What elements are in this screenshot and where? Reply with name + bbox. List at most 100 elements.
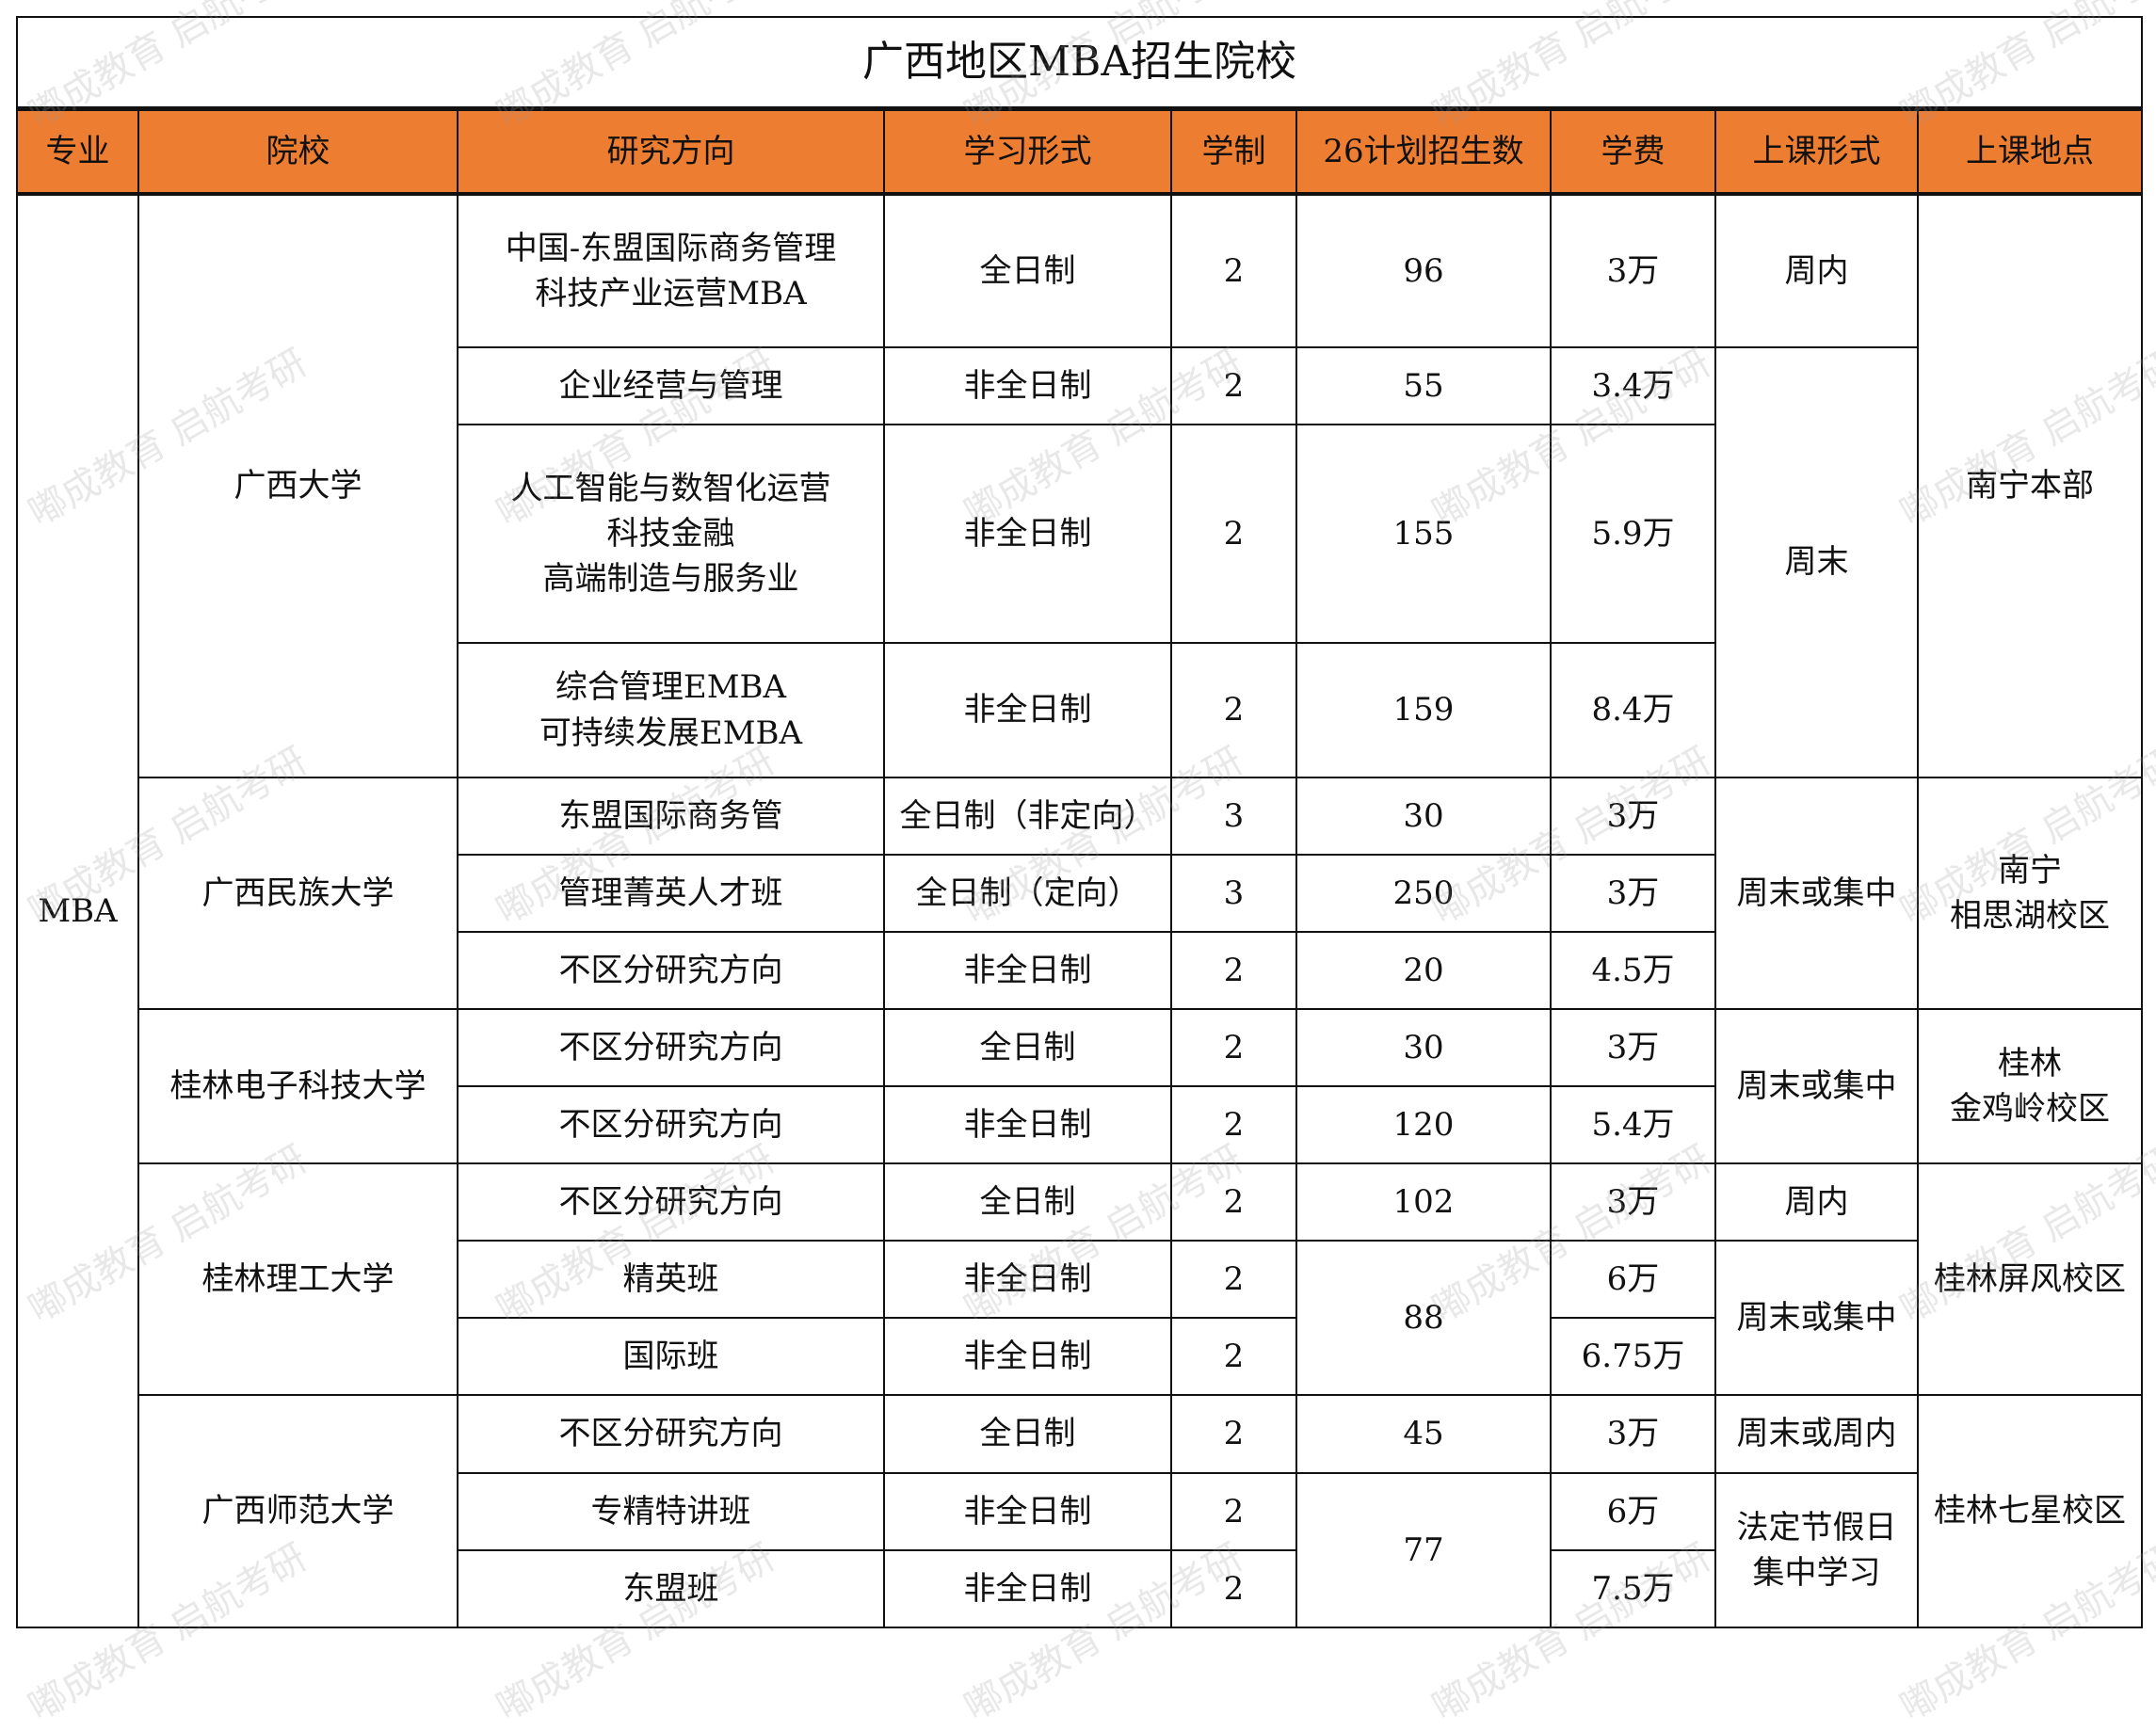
plan-cell: 102	[1295, 1162, 1552, 1242]
table-row: 专精特讲班 非全日制 2 77 6万 法定节假日 集中学习	[17, 1472, 2142, 1628]
plan-cell: 120	[1295, 1085, 1552, 1164]
class-format-cell: 周末或周内	[1714, 1394, 1919, 1474]
direction-cell: 不区分研究方向	[457, 1085, 885, 1164]
header-direction: 研究方向	[457, 107, 885, 196]
location-cell: 桂林七星校区	[1916, 1394, 2144, 1628]
class-format-cell: 周末或集中	[1714, 1240, 1919, 1396]
school-cell: 桂林理工大学	[137, 1162, 459, 1396]
plan-cell: 96	[1295, 193, 1552, 348]
direction-cell: 综合管理EMBA 可持续发展EMBA	[457, 642, 885, 778]
form-cell: 非全日制	[883, 1549, 1172, 1628]
class-format-cell: 周末	[1714, 346, 1919, 778]
form-cell: 非全日制	[883, 1317, 1172, 1396]
fee-cell: 3万	[1550, 854, 1716, 933]
fee-cell: 3万	[1550, 777, 1716, 856]
table-row: 管理菁英人才班 全日制（定向） 3 250 3万	[17, 854, 2142, 933]
plan-cell: 77	[1295, 1472, 1552, 1628]
years-cell: 2	[1170, 1549, 1297, 1628]
plan-cell: 55	[1295, 346, 1552, 425]
school-cell: 广西师范大学	[137, 1394, 459, 1628]
table-row: 不区分研究方向 非全日制 2 120 5.4万	[17, 1085, 2142, 1164]
fee-cell: 8.4万	[1550, 642, 1716, 778]
direction-cell: 人工智能与数智化运营 科技金融 高端制造与服务业	[457, 424, 885, 644]
table-row: 桂林电子科技大学 不区分研究方向 全日制 2 30 3万 周末或集中 桂林 金鸡…	[17, 1008, 2144, 1164]
direction-cell: 不区分研究方向	[457, 931, 885, 1010]
fee-cell: 5.4万	[1550, 1085, 1716, 1164]
form-cell: 非全日制	[883, 1085, 1172, 1164]
years-cell: 2	[1170, 1008, 1297, 1087]
plan-cell: 159	[1295, 642, 1552, 778]
fee-cell: 6.75万	[1550, 1317, 1716, 1396]
table-row: 人工智能与数智化运营 科技金融 高端制造与服务业 非全日制 2 155 5.9万	[17, 424, 2142, 644]
years-cell: 2	[1170, 193, 1297, 348]
years-cell: 2	[1170, 346, 1297, 425]
class-format-cell: 周内	[1714, 193, 1919, 348]
header-row: 专业 院校 研究方向 学习形式 学制 26计划招生数 学费 上课形式 上课地点	[16, 107, 2144, 196]
years-cell: 2	[1170, 1317, 1297, 1396]
table-title: 广西地区MBA招生院校	[15, 16, 2144, 111]
table-row: 企业经营与管理 非全日制 2 55 3.4万 周末	[17, 346, 2142, 778]
form-cell: 全日制	[883, 1008, 1172, 1087]
fee-cell: 7.5万	[1550, 1549, 1716, 1628]
header-location: 上课地点	[1916, 107, 2144, 196]
table-row: 桂林理工大学 不区分研究方向 全日制 2 102 3万 周内 桂林屏风校区	[17, 1162, 2144, 1396]
form-cell: 全日制	[883, 193, 1172, 348]
years-cell: 2	[1170, 1162, 1297, 1242]
years-cell: 2	[1170, 424, 1297, 644]
school-cell: 广西大学	[137, 193, 459, 778]
plan-cell: 30	[1295, 1008, 1552, 1087]
header-fee: 学费	[1550, 107, 1716, 196]
fee-cell: 3万	[1550, 1394, 1716, 1474]
plan-cell: 20	[1295, 931, 1552, 1010]
form-cell: 非全日制	[883, 424, 1172, 644]
years-cell: 2	[1170, 642, 1297, 778]
fee-cell: 3.4万	[1550, 346, 1716, 425]
class-format-cell: 周内	[1714, 1162, 1919, 1242]
location-cell: 桂林屏风校区	[1916, 1162, 2144, 1396]
form-cell: 非全日制	[883, 931, 1172, 1010]
form-cell: 非全日制	[883, 642, 1172, 778]
direction-cell: 企业经营与管理	[457, 346, 885, 425]
plan-cell: 250	[1295, 854, 1552, 933]
years-cell: 3	[1170, 777, 1297, 856]
direction-cell: 国际班	[457, 1317, 885, 1396]
direction-cell: 不区分研究方向	[457, 1394, 885, 1474]
fee-cell: 6万	[1550, 1240, 1716, 1319]
years-cell: 2	[1170, 1085, 1297, 1164]
table-row: 精英班 非全日制 2 88 6万 周末或集中	[17, 1240, 2142, 1396]
major-cell: MBA	[16, 193, 139, 1628]
table-row: 广西师范大学 不区分研究方向 全日制 2 45 3万 周末或周内 桂林七星校区	[17, 1394, 2144, 1628]
direction-cell: 精英班	[457, 1240, 885, 1319]
form-cell: 非全日制	[883, 346, 1172, 425]
location-cell: 桂林 金鸡岭校区	[1916, 1008, 2144, 1164]
form-cell: 非全日制	[883, 1240, 1172, 1319]
years-cell: 2	[1170, 1240, 1297, 1319]
direction-cell: 中国-东盟国际商务管理 科技产业运营MBA	[457, 193, 885, 348]
header-plan: 26计划招生数	[1295, 107, 1552, 196]
direction-cell: 不区分研究方向	[457, 1162, 885, 1242]
direction-cell: 不区分研究方向	[457, 1008, 885, 1087]
fee-cell: 4.5万	[1550, 931, 1716, 1010]
years-cell: 2	[1170, 931, 1297, 1010]
class-format-cell: 周末或集中	[1714, 777, 1919, 1010]
fee-cell: 6万	[1550, 1472, 1716, 1551]
fee-cell: 3万	[1550, 193, 1716, 348]
mba-schools-table: 广西地区MBA招生院校 专业 院校 研究方向 学习形式 学制 26计划招生数 学…	[15, 16, 2144, 1628]
form-cell: 全日制（定向）	[883, 854, 1172, 933]
header-class-format: 上课形式	[1714, 107, 1919, 196]
header-form: 学习形式	[883, 107, 1172, 196]
direction-cell: 专精特讲班	[457, 1472, 885, 1551]
fee-cell: 5.9万	[1550, 424, 1716, 644]
table-row: 广西民族大学 东盟国际商务管 全日制（非定向） 3 30 3万 周末或集中 南宁…	[17, 777, 2144, 1010]
class-format-cell: 法定节假日 集中学习	[1714, 1472, 1919, 1628]
form-cell: 全日制	[883, 1394, 1172, 1474]
years-cell: 2	[1170, 1472, 1297, 1551]
years-cell: 2	[1170, 1394, 1297, 1474]
plan-cell: 45	[1295, 1394, 1552, 1474]
location-cell: 南宁本部	[1916, 193, 2144, 778]
table-row: 综合管理EMBA 可持续发展EMBA 非全日制 2 159 8.4万	[17, 642, 2142, 778]
direction-cell: 东盟国际商务管	[457, 777, 885, 856]
plan-cell: 30	[1295, 777, 1552, 856]
class-format-cell: 周末或集中	[1714, 1008, 1919, 1164]
direction-cell: 管理菁英人才班	[457, 854, 885, 933]
